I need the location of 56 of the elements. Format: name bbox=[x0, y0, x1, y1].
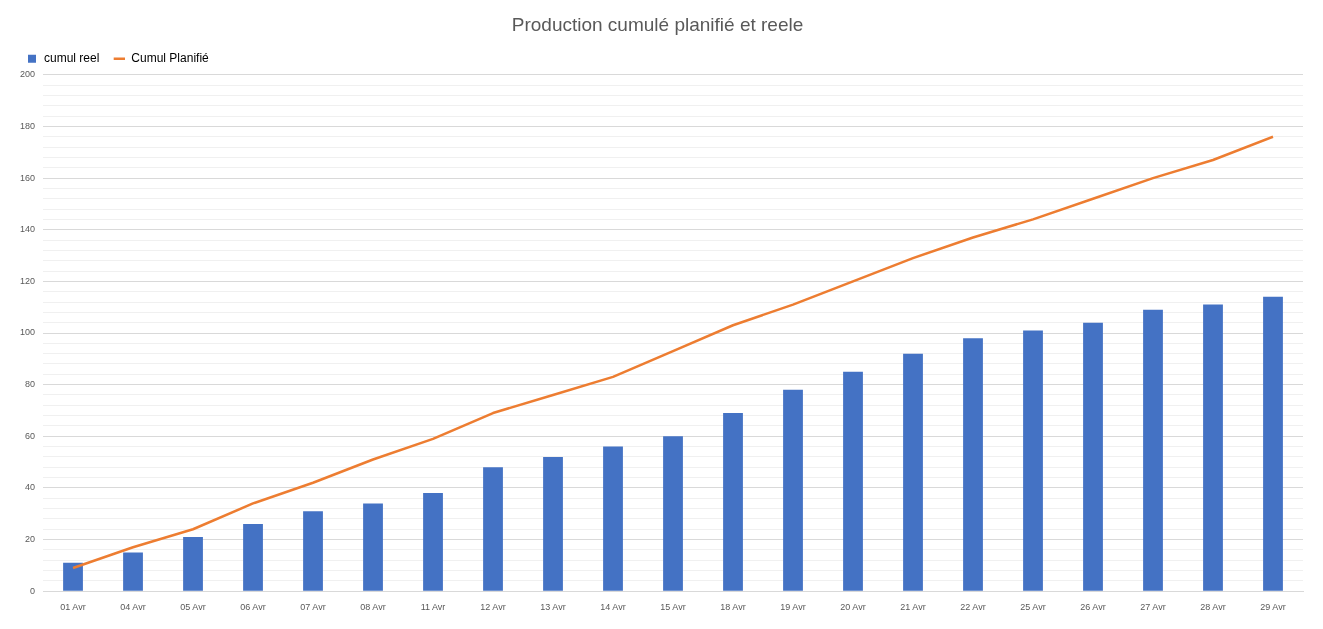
y-tick-label: 0 bbox=[30, 585, 36, 596]
y-tick-label: 180 bbox=[19, 120, 36, 131]
bar bbox=[963, 338, 983, 591]
bar bbox=[1083, 322, 1103, 591]
y-tick-label: 60 bbox=[25, 430, 36, 441]
bar bbox=[303, 511, 323, 591]
x-tick-label: 22 Avr bbox=[960, 602, 986, 613]
y-tick-label: 80 bbox=[25, 379, 36, 390]
x-tick-label: 13 Avr bbox=[540, 602, 566, 613]
bar bbox=[843, 371, 863, 591]
bar bbox=[543, 456, 563, 591]
bar bbox=[1023, 330, 1043, 591]
x-tick-label: 05 Avr bbox=[180, 602, 206, 613]
x-tick-label: 14 Avr bbox=[600, 602, 626, 613]
x-tick-label: 20 Avr bbox=[840, 602, 866, 613]
y-tick-label: 40 bbox=[25, 482, 36, 493]
x-tick-label: 29 Avr bbox=[1260, 602, 1286, 613]
y-tick-label: 120 bbox=[19, 275, 36, 286]
bar bbox=[423, 493, 443, 591]
legend-label: Cumul Planifié bbox=[131, 51, 210, 66]
x-tick-label: 19 Avr bbox=[780, 602, 806, 613]
bar bbox=[1263, 296, 1283, 591]
bar bbox=[663, 436, 683, 591]
y-tick-label: 160 bbox=[19, 172, 36, 183]
x-tick-label: 25 Avr bbox=[1020, 602, 1046, 613]
bar bbox=[783, 389, 803, 591]
x-tick-label: 08 Avr bbox=[360, 602, 386, 613]
bar bbox=[363, 503, 383, 591]
chart-title: Production cumulé planifié et reele bbox=[511, 13, 804, 35]
y-tick-label: 20 bbox=[25, 534, 36, 545]
y-tick-label: 140 bbox=[19, 224, 36, 235]
bar bbox=[1143, 309, 1163, 591]
bar bbox=[483, 467, 503, 591]
x-tick-label: 12 Avr bbox=[480, 602, 506, 613]
x-tick-label: 26 Avr bbox=[1080, 602, 1106, 613]
x-tick-label: 18 Avr bbox=[720, 602, 746, 613]
x-tick-label: 11 Avr bbox=[420, 602, 446, 613]
x-tick-label: 15 Avr bbox=[660, 602, 686, 613]
x-tick-label: 07 Avr bbox=[300, 602, 326, 613]
x-tick-label: 28 Avr bbox=[1200, 602, 1226, 613]
x-tick-label: 27 Avr bbox=[1140, 602, 1166, 613]
legend-label: cumul reel bbox=[44, 51, 100, 66]
x-tick-label: 01 Avr bbox=[60, 602, 86, 613]
bar bbox=[243, 524, 263, 591]
x-tick-label: 06 Avr bbox=[240, 602, 266, 613]
x-tick-label: 21 Avr bbox=[900, 602, 926, 613]
x-tick-label: 04 Avr bbox=[120, 602, 146, 613]
y-tick-label: 200 bbox=[19, 69, 36, 80]
bar bbox=[123, 552, 143, 591]
bar bbox=[723, 413, 743, 591]
bar bbox=[903, 353, 923, 591]
bar bbox=[63, 562, 83, 591]
y-tick-label: 100 bbox=[19, 327, 36, 338]
bar bbox=[603, 446, 623, 591]
bar bbox=[1203, 304, 1223, 591]
bar bbox=[183, 536, 203, 591]
